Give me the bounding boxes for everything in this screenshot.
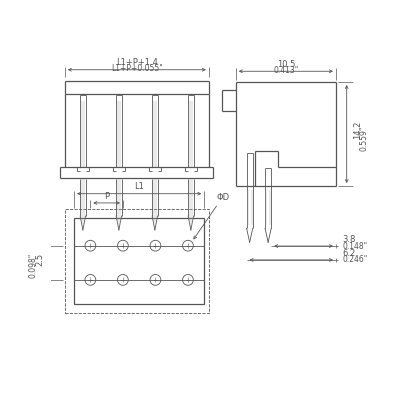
Text: 14.2: 14.2 — [353, 121, 362, 139]
Text: ΦD: ΦD — [216, 193, 229, 202]
Text: 2.5: 2.5 — [35, 253, 44, 266]
Text: 0.246": 0.246" — [342, 256, 367, 264]
Text: 6.2: 6.2 — [342, 249, 355, 258]
Text: 0.559": 0.559" — [359, 126, 368, 151]
Text: 3.8: 3.8 — [342, 235, 356, 245]
Text: P: P — [104, 192, 109, 201]
Bar — [74, 218, 204, 304]
Text: 0.098": 0.098" — [28, 253, 37, 278]
Text: 0.413": 0.413" — [273, 66, 298, 75]
Text: L1: L1 — [134, 182, 144, 191]
Text: 0.148": 0.148" — [342, 242, 367, 250]
Text: L1+P+1.4: L1+P+1.4 — [116, 58, 158, 67]
Text: L1+P+0.055": L1+P+0.055" — [111, 64, 163, 73]
Text: 10.5: 10.5 — [277, 60, 295, 69]
Bar — [65, 209, 209, 313]
